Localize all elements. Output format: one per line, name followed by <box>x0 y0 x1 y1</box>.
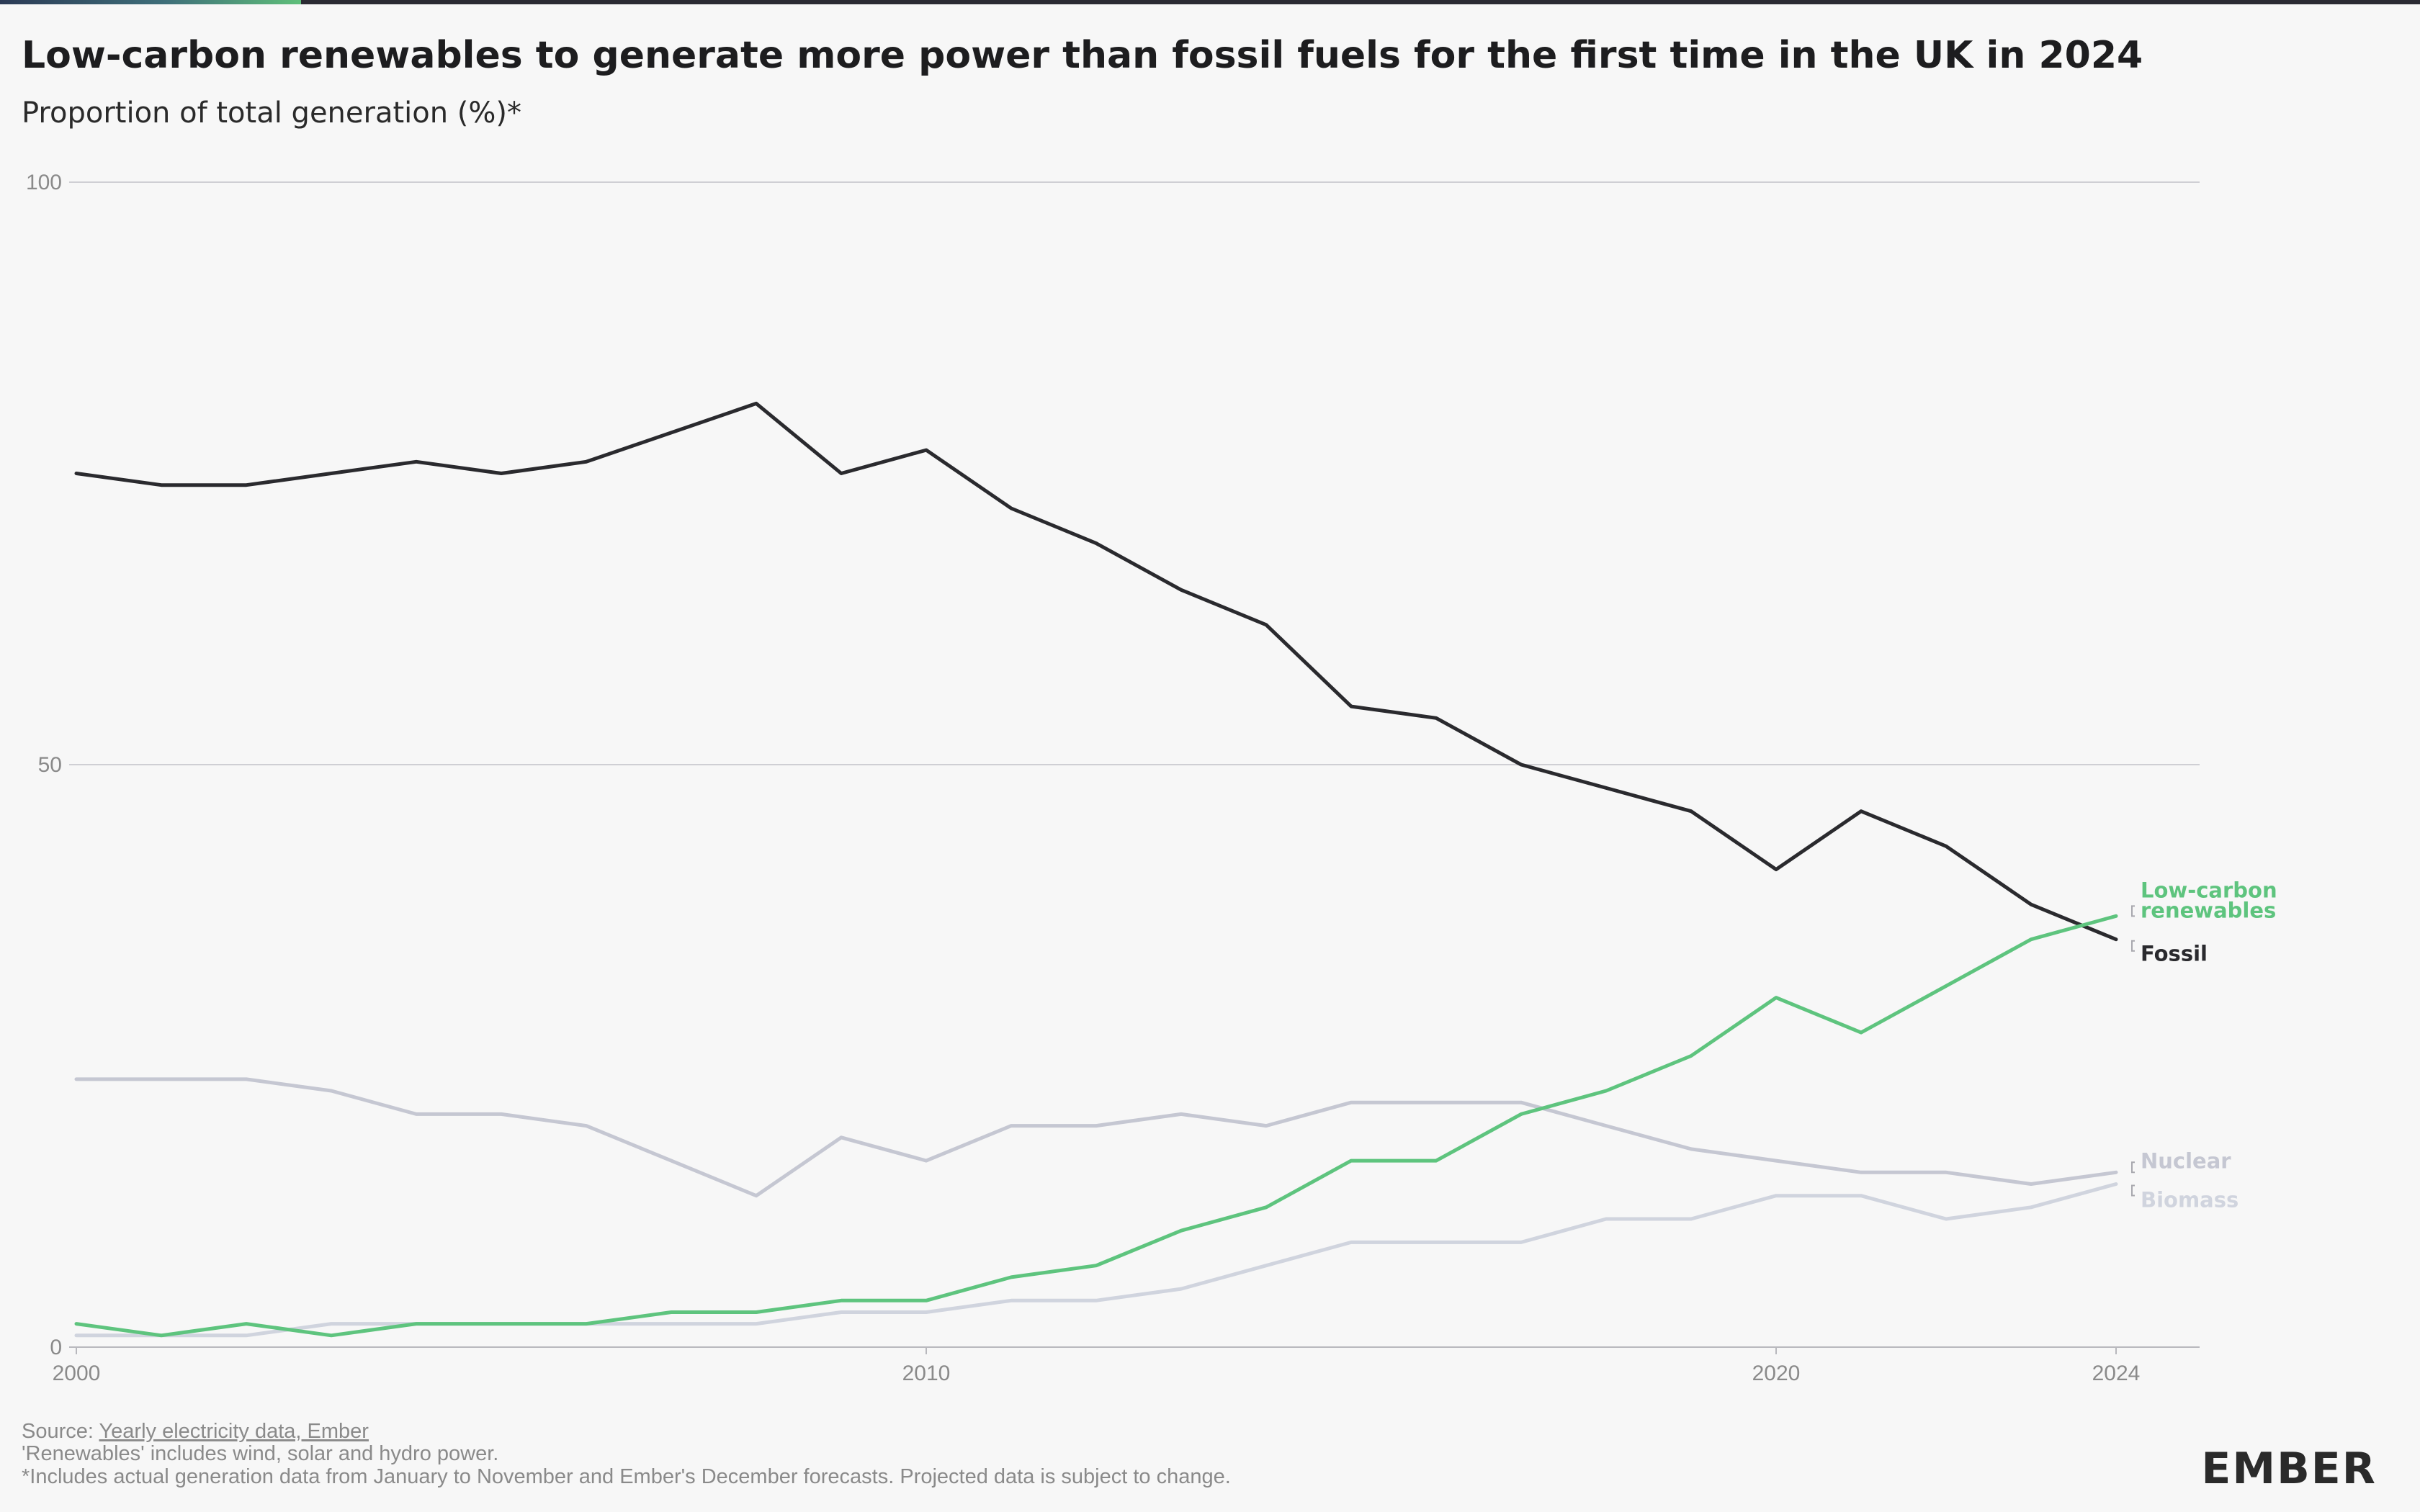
source-prefix: Source: <box>22 1420 99 1443</box>
footnote-renewables: 'Renewables' includes wind, solar and hy… <box>22 1442 498 1465</box>
chart-title: Low-carbon renewables to generate more p… <box>22 34 2143 77</box>
series-label-fossil: Fossil <box>2141 942 2208 966</box>
source-link[interactable]: Yearly electricity data, Ember <box>99 1420 369 1443</box>
y-tick-label: 0 <box>50 1336 62 1359</box>
x-tick-label: 2020 <box>1752 1362 1801 1385</box>
chart-subtitle: Proportion of total generation (%)* <box>22 96 521 130</box>
x-axis: 2000 2010 2020 2024 <box>53 1346 2200 1385</box>
label-bracket-nuclear <box>2131 1161 2135 1174</box>
series-line-fossil <box>74 401 2118 942</box>
ember-logo: EMBER <box>2201 1444 2377 1494</box>
series-line-biomass <box>74 1182 2118 1338</box>
y-tick-label: 100 <box>26 171 62 194</box>
y-tick-label: 50 <box>38 753 62 777</box>
series-label-biomass: Biomass <box>2141 1187 2238 1212</box>
label-bracket-biomass <box>2131 1184 2135 1197</box>
x-tick-label: 2024 <box>2092 1362 2141 1385</box>
series-lines <box>74 401 2118 1338</box>
series-label-nuclear: Nuclear <box>2141 1148 2231 1173</box>
top-stripe-accent <box>0 0 301 4</box>
x-tick-label: 2010 <box>902 1362 951 1385</box>
series-line-nuclear <box>74 1077 2118 1198</box>
footnote-projection: *Includes actual generation data from Ja… <box>22 1465 1231 1488</box>
series-line-low-carbon-renewables <box>74 914 2118 1338</box>
label-bracket-fossil <box>2131 940 2135 952</box>
x-tick-label: 2000 <box>53 1362 101 1385</box>
source-line: Source: Yearly electricity data, Ember <box>22 1420 369 1443</box>
label-bracket-low-carbon-renewables <box>2131 905 2135 917</box>
top-stripe <box>0 0 2420 4</box>
series-label-low-carbon-renewables: Low-carbon <box>2141 878 2277 902</box>
gridlines: 0 50 100 <box>26 171 2200 1359</box>
series-label-low-carbon-renewables: renewables <box>2141 898 2276 922</box>
